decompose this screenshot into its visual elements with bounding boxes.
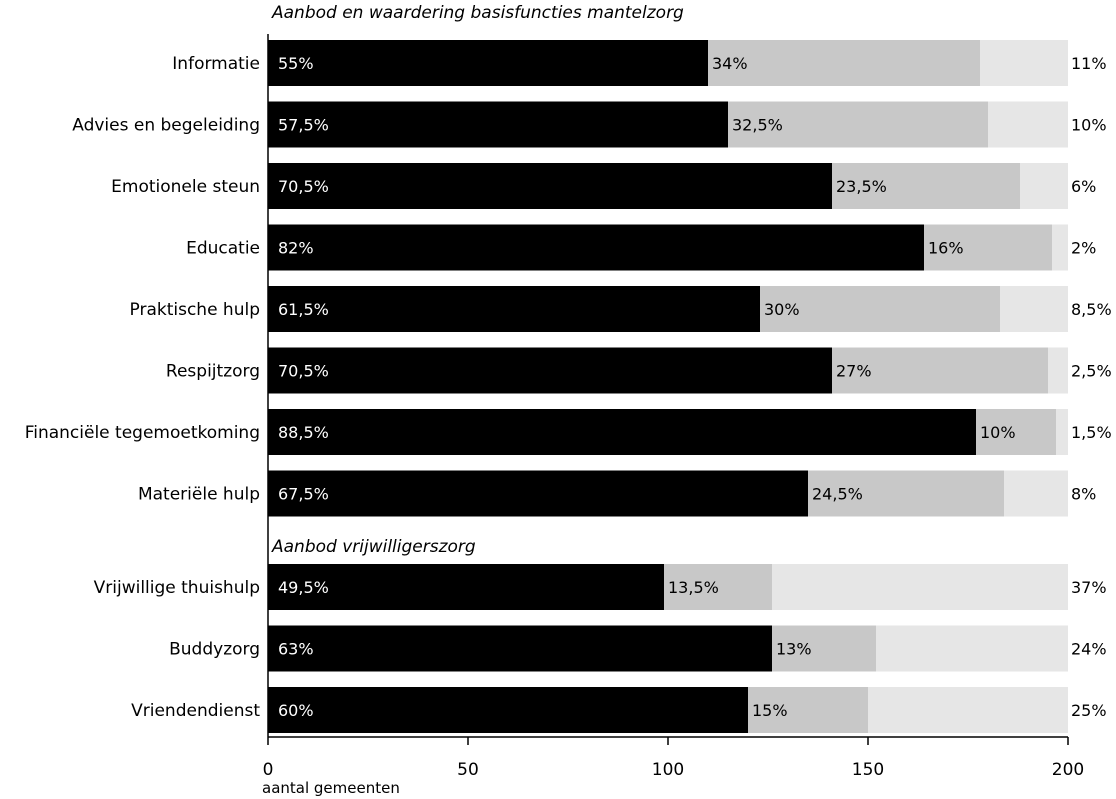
bar-segment-secondary bbox=[832, 347, 1048, 394]
data-label-primary: 57,5% bbox=[278, 116, 329, 135]
x-tick-label: 50 bbox=[457, 760, 479, 780]
bar-segment-tertiary bbox=[876, 625, 1068, 672]
data-label-secondary: 24,5% bbox=[812, 485, 863, 504]
category-label: Informatie bbox=[172, 54, 260, 74]
bar-segment-primary bbox=[268, 687, 748, 733]
x-tick-label: 200 bbox=[1052, 760, 1084, 780]
category-label: Buddyzorg bbox=[169, 640, 260, 660]
bar-segment-secondary bbox=[760, 286, 1000, 332]
x-tick-label: 0 bbox=[263, 760, 274, 780]
data-label-tertiary: 25% bbox=[1071, 701, 1107, 720]
bar-segment-tertiary bbox=[1004, 470, 1068, 517]
category-label: Vriendendienst bbox=[131, 701, 260, 721]
bar-segment-secondary bbox=[772, 625, 876, 672]
section-title: Aanbod en waardering basisfuncties mante… bbox=[271, 3, 684, 23]
bar-segment-secondary bbox=[924, 224, 1052, 271]
bar-segment-primary bbox=[268, 470, 808, 517]
data-label-tertiary: 8% bbox=[1071, 485, 1096, 504]
section-title: Aanbod vrijwilligerszorg bbox=[271, 537, 476, 557]
bar-segment-primary bbox=[268, 347, 832, 394]
category-label: Emotionele steun bbox=[111, 177, 260, 197]
category-label: Materiële hulp bbox=[138, 485, 260, 505]
bar-segment-tertiary bbox=[1056, 409, 1068, 455]
bar-segment-primary bbox=[268, 163, 832, 209]
data-label-secondary: 16% bbox=[928, 239, 964, 258]
bar-segment-primary bbox=[268, 625, 772, 672]
data-label-tertiary: 2,5% bbox=[1071, 362, 1112, 381]
data-label-primary: 61,5% bbox=[278, 300, 329, 319]
bar-segment-secondary bbox=[664, 564, 772, 610]
x-tick-label: 150 bbox=[852, 760, 884, 780]
data-label-secondary: 32,5% bbox=[732, 116, 783, 135]
data-label-tertiary: 1,5% bbox=[1071, 423, 1112, 442]
x-axis-title: aantal gemeenten bbox=[262, 779, 400, 797]
bar-segment-tertiary bbox=[1048, 347, 1068, 394]
category-label: Advies en begeleiding bbox=[72, 116, 260, 136]
data-label-primary: 63% bbox=[278, 640, 314, 659]
bar-segment-primary bbox=[268, 564, 664, 610]
data-label-secondary: 10% bbox=[980, 423, 1016, 442]
data-label-primary: 67,5% bbox=[278, 485, 329, 504]
x-tick-label: 100 bbox=[652, 760, 684, 780]
data-label-tertiary: 8,5% bbox=[1071, 300, 1112, 319]
bar-segment-tertiary bbox=[1000, 286, 1068, 332]
data-label-secondary: 30% bbox=[764, 300, 800, 319]
data-label-tertiary: 11% bbox=[1071, 54, 1107, 73]
bar-segment-primary bbox=[268, 101, 728, 148]
data-label-secondary: 27% bbox=[836, 362, 872, 381]
data-label-secondary: 23,5% bbox=[836, 177, 887, 196]
bar-segment-secondary bbox=[728, 101, 988, 148]
data-label-primary: 55% bbox=[278, 54, 314, 73]
data-label-tertiary: 24% bbox=[1071, 640, 1107, 659]
bar-segment-secondary bbox=[808, 470, 1004, 517]
data-label-tertiary: 37% bbox=[1071, 578, 1107, 597]
data-label-secondary: 13% bbox=[776, 640, 812, 659]
bar-segment-secondary bbox=[748, 687, 868, 733]
category-label: Respijtzorg bbox=[166, 362, 260, 382]
data-label-primary: 70,5% bbox=[278, 177, 329, 196]
bar-segment-primary bbox=[268, 286, 760, 332]
data-label-primary: 88,5% bbox=[278, 423, 329, 442]
data-label-tertiary: 10% bbox=[1071, 116, 1107, 135]
data-label-primary: 49,5% bbox=[278, 578, 329, 597]
bar-segment-secondary bbox=[708, 40, 980, 86]
bar-segment-primary bbox=[268, 40, 708, 86]
bar-segment-tertiary bbox=[1020, 163, 1068, 209]
data-label-primary: 60% bbox=[278, 701, 314, 720]
bar-segment-secondary bbox=[832, 163, 1020, 209]
data-label-tertiary: 6% bbox=[1071, 177, 1096, 196]
bar-segment-secondary bbox=[976, 409, 1056, 455]
data-label-tertiary: 2% bbox=[1071, 239, 1096, 258]
bar-segment-primary bbox=[268, 409, 976, 455]
data-label-primary: 82% bbox=[278, 239, 314, 258]
bar-segment-tertiary bbox=[980, 40, 1068, 86]
category-label: Financiële tegemoetkoming bbox=[25, 423, 260, 443]
bar-segment-tertiary bbox=[1052, 224, 1068, 271]
data-label-primary: 70,5% bbox=[278, 362, 329, 381]
data-label-secondary: 15% bbox=[752, 701, 788, 720]
bar-segment-tertiary bbox=[868, 687, 1068, 733]
data-label-secondary: 34% bbox=[712, 54, 748, 73]
category-label: Praktische hulp bbox=[130, 300, 261, 320]
category-label: Educatie bbox=[186, 239, 260, 259]
data-label-secondary: 13,5% bbox=[668, 578, 719, 597]
bar-segment-tertiary bbox=[988, 101, 1068, 148]
category-label: Vrijwillige thuishulp bbox=[94, 578, 260, 598]
bar-segment-primary bbox=[268, 224, 924, 271]
bar-segment-tertiary bbox=[772, 564, 1068, 610]
